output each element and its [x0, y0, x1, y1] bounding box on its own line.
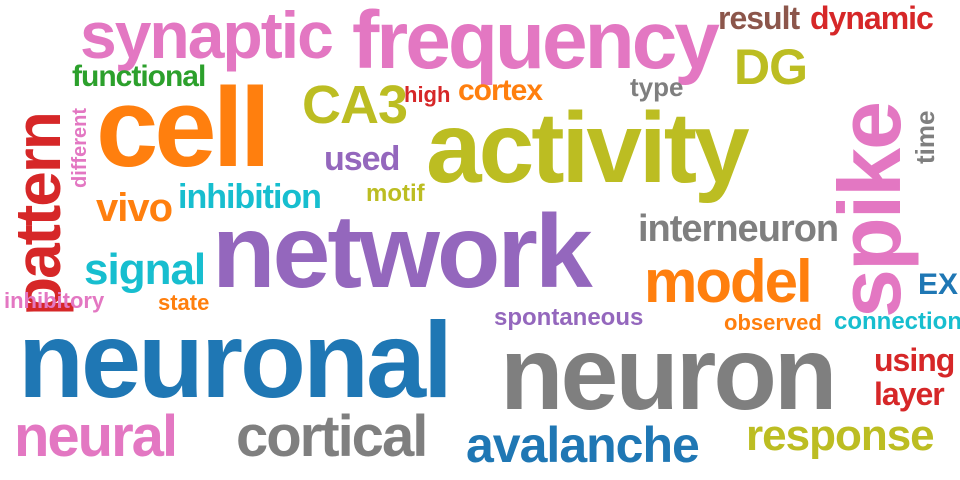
word-spike: spike [820, 102, 919, 318]
word-inhibition: inhibition [178, 178, 322, 216]
word-cortical: cortical [236, 404, 428, 469]
word-motif: motif [366, 180, 425, 207]
word-ca3: CA3 [302, 75, 408, 135]
word-avalanche: avalanche [466, 417, 700, 473]
word-cortex: cortex [458, 74, 543, 107]
word-neural: neural [14, 404, 178, 469]
word-synaptic: synaptic [80, 0, 334, 72]
word-inhibitory: inhibitory [4, 288, 105, 313]
word-pattern: pattern [2, 113, 74, 316]
word-activity: activity [426, 92, 750, 204]
word-dynamic: dynamic [810, 0, 934, 36]
word-observed: observed [724, 310, 822, 335]
word-spontaneous: spontaneous [494, 304, 644, 331]
word-type: type [630, 72, 684, 102]
word-response: response [746, 411, 935, 460]
word-neuron: neuron [500, 316, 837, 432]
word-result: result [718, 0, 800, 36]
word-signal: signal [84, 245, 206, 294]
word-network: network [212, 194, 593, 310]
word-using: using [874, 342, 955, 378]
word-ex: EX [918, 268, 959, 301]
word-state: state [158, 290, 210, 315]
word-functional: functional [72, 60, 206, 93]
word-high: high [404, 82, 451, 107]
word-used: used [324, 140, 400, 178]
word-cell: cell [96, 65, 271, 190]
word-dg: DG [734, 39, 808, 95]
word-connection: connection [834, 308, 960, 335]
word-different: different [69, 108, 91, 188]
word-frequency: frequency [352, 0, 720, 86]
word-neuronal: neuronal [18, 299, 453, 420]
word-interneuron: interneuron [638, 208, 839, 250]
word-model: model [644, 248, 813, 315]
word-layer: layer [874, 376, 945, 412]
word-vivo: vivo [96, 186, 173, 230]
word-time: time [910, 110, 940, 164]
